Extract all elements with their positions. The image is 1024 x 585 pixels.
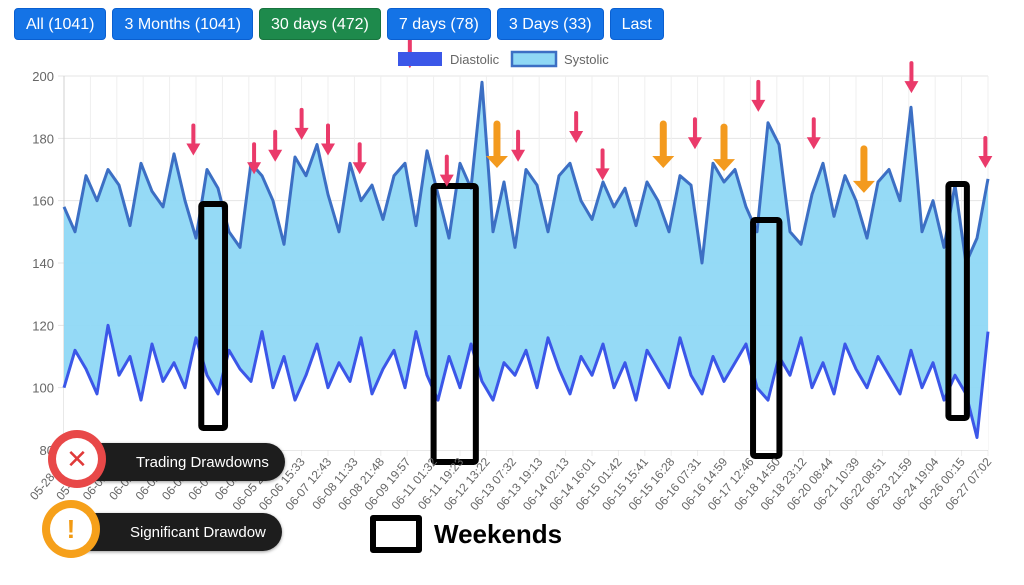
range-button-bar: All (1041) 3 Months (1041) 30 days (472) 7 … <box>14 8 664 40</box>
trading-drawdown-arrow <box>595 148 610 181</box>
arrow-head <box>485 155 508 168</box>
systolic-line <box>62 80 990 265</box>
legend-label-1: Systolic <box>564 52 609 67</box>
significant-drawdown-arrow <box>652 120 675 168</box>
range-button-5[interactable]: Last <box>609 8 664 40</box>
arrow-head <box>806 137 821 150</box>
y-tick-label: 180 <box>32 131 54 146</box>
arrow-head <box>569 131 584 144</box>
weekend-box <box>945 181 970 421</box>
range-button-0[interactable]: All (1041) <box>14 8 107 40</box>
significant-drawdown-badge: ! Significant Drawdow <box>42 500 282 558</box>
trading-drawdown-arrow <box>687 117 702 150</box>
weekend-boxes <box>198 181 970 465</box>
significant-drawdown-label: Significant Drawdow <box>130 523 266 541</box>
weekends-legend: Weekends <box>370 515 562 553</box>
legend-swatch-1 <box>510 50 558 68</box>
legend-swatch-0 <box>398 52 442 66</box>
series-areas <box>62 80 990 450</box>
range-button-4[interactable]: 3 Days (33) <box>496 8 604 40</box>
arrow-head <box>652 155 675 168</box>
y-tick-label: 200 <box>32 69 54 84</box>
trading-drawdown-arrow <box>186 123 201 156</box>
y-tick-label: 120 <box>32 318 54 333</box>
x-mark-icon: ✕ <box>56 438 98 480</box>
significant-drawdown-symbol: ! <box>42 500 100 558</box>
arrow-head <box>294 127 309 140</box>
significant-drawdown-arrow <box>852 145 875 193</box>
trading-drawdown-arrow <box>268 129 283 162</box>
weekends-label: Weekends <box>434 518 563 549</box>
systolic-area <box>64 82 988 438</box>
arrow-head <box>904 81 919 94</box>
weekend-box-swatch <box>370 515 422 553</box>
y-tick-label: 100 <box>32 381 54 396</box>
arrow-head <box>186 143 201 156</box>
range-button-2[interactable]: 30 days (472) <box>259 8 381 40</box>
trading-drawdown-arrow <box>321 123 335 156</box>
arrow-head <box>511 149 526 162</box>
arrow-head <box>751 99 766 112</box>
y-tick-label: 140 <box>32 256 54 271</box>
arrow-head <box>321 143 335 156</box>
trading-drawdown-arrow <box>439 154 454 187</box>
trading-drawdown-arrow <box>247 142 262 175</box>
trading-drawdowns-label: Trading Drawdowns <box>136 453 269 471</box>
legend: Diastolic Systolic <box>398 50 609 68</box>
arrow-head <box>595 168 610 181</box>
arrow-head <box>852 180 875 193</box>
weekend-box <box>198 201 229 431</box>
trading-drawdown-arrow <box>511 129 526 162</box>
significant-drawdown-arrow <box>485 120 508 168</box>
arrow-head <box>247 162 262 175</box>
arrow-head <box>978 155 993 168</box>
trading-drawdowns-badge: ✕ Trading Drawdowns <box>48 430 285 488</box>
below-diastolic-mask <box>64 325 988 450</box>
trading-drawdown-arrow <box>751 79 766 112</box>
significant-drawdown-arrow <box>713 123 735 172</box>
trading-drawdown-symbol: ✕ <box>48 430 106 488</box>
legend-label-0: Diastolic <box>450 52 500 67</box>
range-button-1[interactable]: 3 Months (1041) <box>112 8 253 40</box>
arrow-head <box>439 174 454 187</box>
arrow-head <box>352 162 367 175</box>
trading-drawdown-arrow <box>806 117 821 150</box>
drawdown-markers <box>186 36 993 193</box>
range-button-3[interactable]: 7 days (78) <box>386 8 491 40</box>
arrow-head <box>268 149 283 162</box>
weekend-box <box>430 183 479 465</box>
trading-drawdown-arrow <box>294 107 309 140</box>
exclamation-icon: ! <box>50 508 92 550</box>
arrow-head <box>687 137 702 150</box>
trading-drawdown-arrow <box>904 61 919 94</box>
weekend-box <box>750 217 783 459</box>
diastolic-line <box>62 323 990 439</box>
trading-drawdown-arrow <box>569 111 584 144</box>
trading-drawdown-arrow <box>978 135 993 168</box>
trading-drawdown-arrow <box>352 142 367 175</box>
arrow-head <box>713 159 735 172</box>
y-tick-label: 160 <box>32 194 54 209</box>
